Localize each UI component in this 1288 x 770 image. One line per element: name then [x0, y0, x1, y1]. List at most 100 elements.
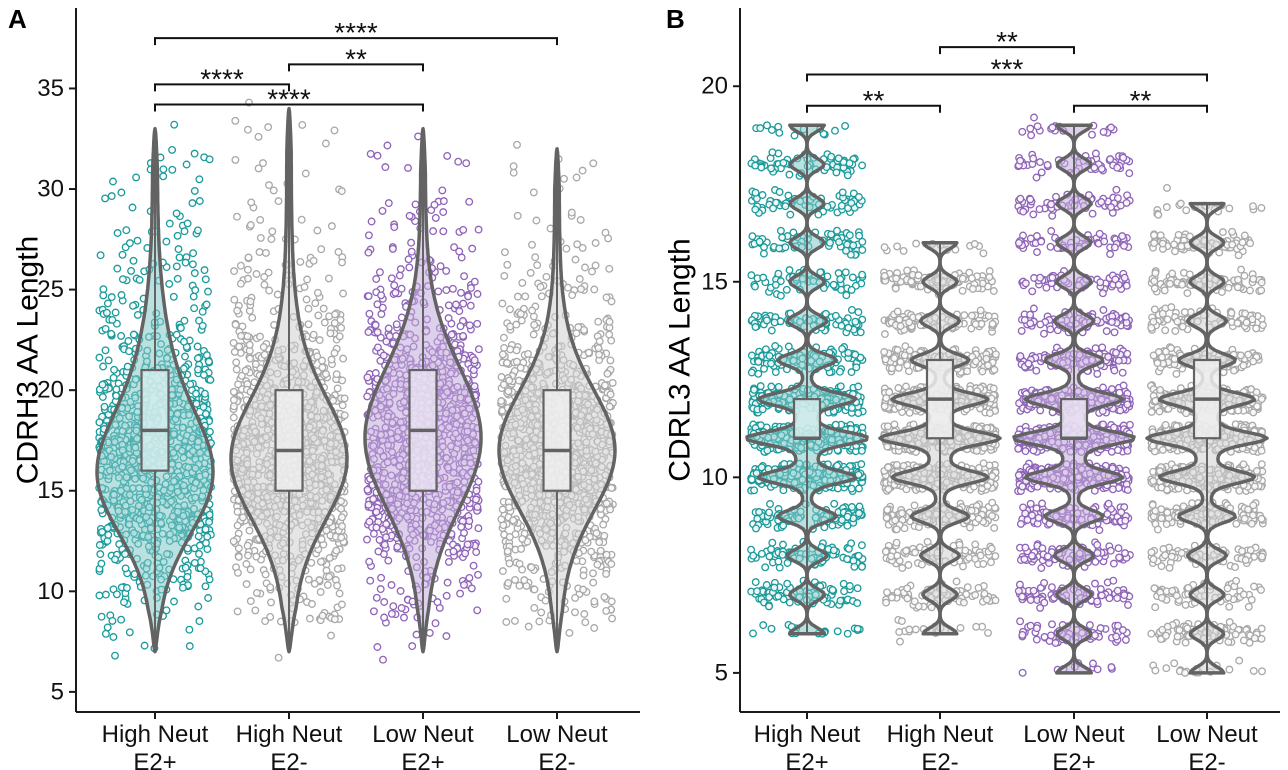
- data-point: [372, 593, 381, 602]
- data-point: [404, 164, 412, 172]
- data-point: [202, 300, 211, 309]
- data-point: [122, 583, 131, 592]
- data-point: [443, 151, 452, 160]
- data-point: [389, 602, 398, 611]
- data-point: [162, 606, 171, 615]
- data-point: [309, 330, 318, 339]
- data-point: [444, 314, 453, 323]
- data-point: [243, 541, 252, 550]
- data-point: [584, 348, 593, 357]
- data-point: [172, 262, 181, 271]
- data-point: [470, 356, 479, 365]
- data-point: [502, 618, 511, 626]
- data-point: [473, 503, 482, 511]
- significance-label: ****: [200, 63, 244, 94]
- data-point: [117, 291, 126, 299]
- data-point: [168, 165, 177, 174]
- data-point: [404, 255, 413, 264]
- data-point: [172, 209, 181, 218]
- data-point: [99, 362, 108, 371]
- significance-bracket: ****: [154, 84, 424, 115]
- data-point: [857, 541, 866, 550]
- data-point: [117, 615, 126, 624]
- y-axis-label: CDRL3 AA Length: [664, 238, 697, 482]
- data-point: [201, 275, 210, 284]
- data-point: [273, 290, 282, 299]
- data-point: [407, 238, 416, 247]
- data-point: [101, 590, 110, 599]
- y-tick-label: 10: [701, 464, 728, 491]
- data-point: [604, 234, 613, 243]
- data-point: [442, 266, 451, 275]
- data-point: [530, 320, 539, 329]
- data-point: [190, 186, 199, 195]
- data-point: [264, 123, 273, 132]
- data-point: [304, 304, 313, 313]
- data-point: [537, 608, 546, 617]
- data-point: [761, 563, 770, 572]
- data-point: [365, 557, 374, 566]
- x-tick-label-line2: E2-: [538, 749, 575, 770]
- data-point: [339, 354, 348, 363]
- data-point: [364, 231, 373, 240]
- data-point: [779, 540, 787, 549]
- data-point: [369, 607, 378, 616]
- x-tick-label-line1: Low Neut: [372, 721, 474, 748]
- data-point: [607, 336, 616, 345]
- data-point: [107, 293, 116, 302]
- data-point: [244, 274, 252, 283]
- data-point: [474, 570, 482, 579]
- data-point: [168, 145, 177, 154]
- data-point: [313, 226, 322, 235]
- data-point: [465, 197, 474, 206]
- data-point: [382, 520, 391, 528]
- data-point: [589, 569, 597, 578]
- data-point: [267, 598, 275, 607]
- data-point: [373, 328, 382, 337]
- data-point: [397, 284, 406, 293]
- data-point: [509, 168, 518, 177]
- data-point: [298, 120, 307, 129]
- data-point: [338, 258, 346, 267]
- data-point: [337, 323, 346, 332]
- data-point: [234, 380, 243, 389]
- data-point: [205, 518, 214, 526]
- data-point: [468, 244, 477, 253]
- data-point: [449, 547, 458, 556]
- data-point: [205, 575, 214, 584]
- data-point: [580, 610, 589, 618]
- outlier-point: [379, 655, 387, 664]
- data-point: [165, 279, 174, 288]
- data-point: [592, 529, 601, 538]
- data-point: [308, 600, 316, 608]
- data-point: [111, 308, 120, 317]
- data-point: [474, 345, 483, 354]
- data-point: [751, 578, 760, 587]
- data-point: [384, 556, 393, 565]
- data-point: [474, 524, 483, 533]
- data-point: [101, 629, 110, 638]
- data-point: [433, 598, 442, 607]
- data-point: [596, 504, 605, 513]
- data-point: [387, 274, 396, 283]
- data-point: [506, 345, 515, 354]
- data-point: [518, 278, 527, 287]
- data-point: [313, 288, 322, 297]
- data-point: [459, 225, 468, 234]
- data-point: [474, 225, 483, 234]
- data-point: [232, 358, 241, 367]
- data-point: [256, 215, 265, 224]
- data-point: [191, 286, 200, 295]
- data-point: [431, 619, 440, 628]
- data-point: [396, 587, 405, 595]
- data-point: [580, 325, 588, 334]
- data-point: [373, 151, 382, 160]
- data-point: [162, 237, 171, 246]
- data-point: [425, 628, 434, 637]
- data-point: [234, 552, 243, 561]
- data-point: [125, 628, 134, 637]
- data-point: [381, 163, 390, 172]
- data-point: [528, 306, 537, 315]
- data-point: [367, 217, 376, 226]
